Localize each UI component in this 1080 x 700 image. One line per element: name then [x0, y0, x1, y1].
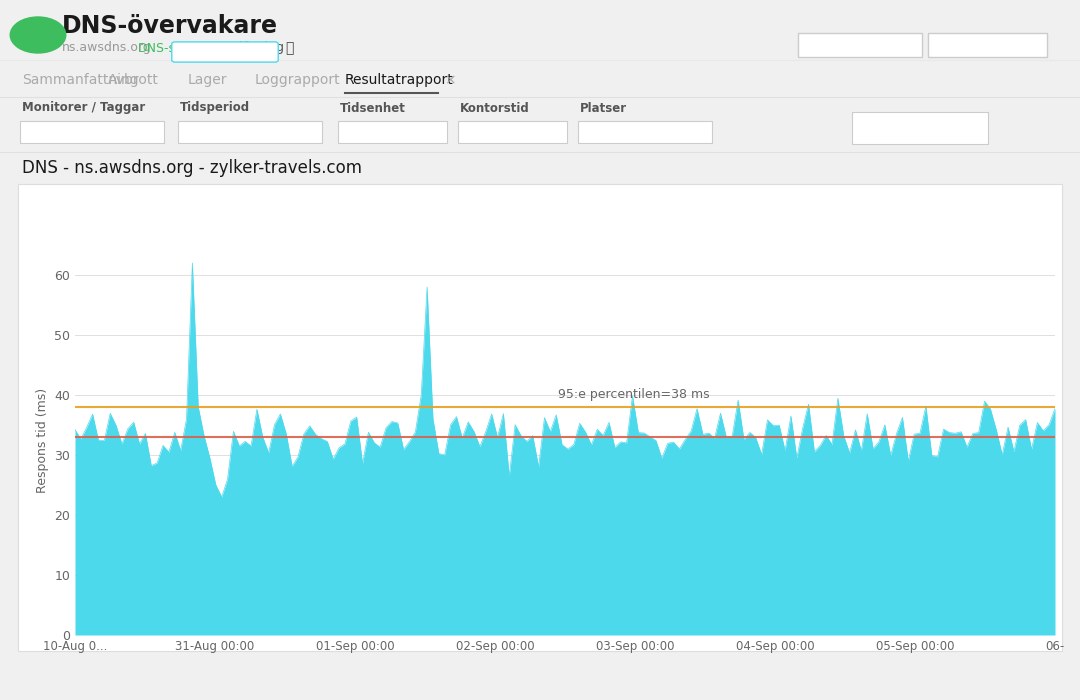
Text: ×: × — [444, 73, 456, 87]
Text: 33 ms: 33 ms — [107, 219, 163, 237]
Text: ▾: ▾ — [310, 127, 315, 137]
Text: Loggrapport: Loggrapport — [255, 73, 340, 87]
Text: (sun - sat): (sun - sat) — [970, 36, 1038, 48]
Text: ↑: ↑ — [29, 25, 48, 45]
Text: ▾: ▾ — [700, 127, 705, 137]
Text: 🏷: 🏷 — [285, 41, 294, 55]
Text: Platser: Platser — [580, 102, 627, 115]
Text: ns.awsdns.org: ns.awsdns.org — [62, 41, 152, 55]
Text: Lager: Lager — [188, 73, 228, 87]
Text: ▾: ▾ — [555, 127, 561, 137]
Text: maximal: maximal — [518, 204, 572, 216]
Text: 95:e percentilen=38 ms: 95:e percentilen=38 ms — [558, 388, 710, 401]
Text: Sammanfattning: Sammanfattning — [22, 73, 138, 87]
Text: Respons tid: Respons tid — [35, 188, 124, 202]
Text: Tidsperiod: Tidsperiod — [180, 102, 251, 115]
Text: DNS - ns-1458.a...: DNS - ns-1458.a... — [28, 125, 135, 139]
Text: DNS-övervakare: DNS-övervakare — [62, 14, 278, 38]
Text: Kontorstid: Kontorstid — [460, 102, 530, 115]
Text: Timme: Timme — [346, 125, 387, 139]
Text: ▾: ▾ — [435, 127, 441, 137]
Text: Fremont-CA - US: Fremont-CA - US — [586, 125, 683, 139]
Text: Tidsenhet: Tidsenhet — [340, 102, 406, 115]
Text: Medel: Medel — [117, 204, 153, 216]
Text: 1,353 ms: 1,353 ms — [503, 219, 588, 237]
Text: Dela detta: Dela detta — [883, 121, 957, 135]
Text: Monitorer / Taggar: Monitorer / Taggar — [22, 102, 145, 115]
Text: DNS-server: DNS-server — [138, 41, 210, 55]
Text: 95:e percentilen: 95:e percentilen — [769, 204, 872, 216]
Text: 20 ms: 20 ms — [312, 219, 367, 237]
Y-axis label: Respons tid (ms): Respons tid (ms) — [36, 387, 49, 493]
Text: ▾: ▾ — [1038, 36, 1044, 48]
Text: Avbrott: Avbrott — [108, 73, 159, 87]
Text: Resultatrapport: Resultatrapport — [345, 73, 454, 87]
Text: Förra veckan: Förra veckan — [186, 125, 262, 139]
Text: 38 ms: 38 ms — [793, 219, 848, 237]
Text: Förra veckan: Förra veckan — [818, 36, 903, 48]
Text: Dns-upplösning: Dns-upplösning — [188, 41, 285, 55]
Text: ▾: ▾ — [152, 127, 158, 137]
Text: Minimum: Minimum — [311, 204, 369, 216]
Text: Ingen: Ingen — [465, 125, 499, 139]
Text: DNS - ns.awsdns.org - zylker-travels.com: DNS - ns.awsdns.org - zylker-travels.com — [22, 159, 362, 177]
